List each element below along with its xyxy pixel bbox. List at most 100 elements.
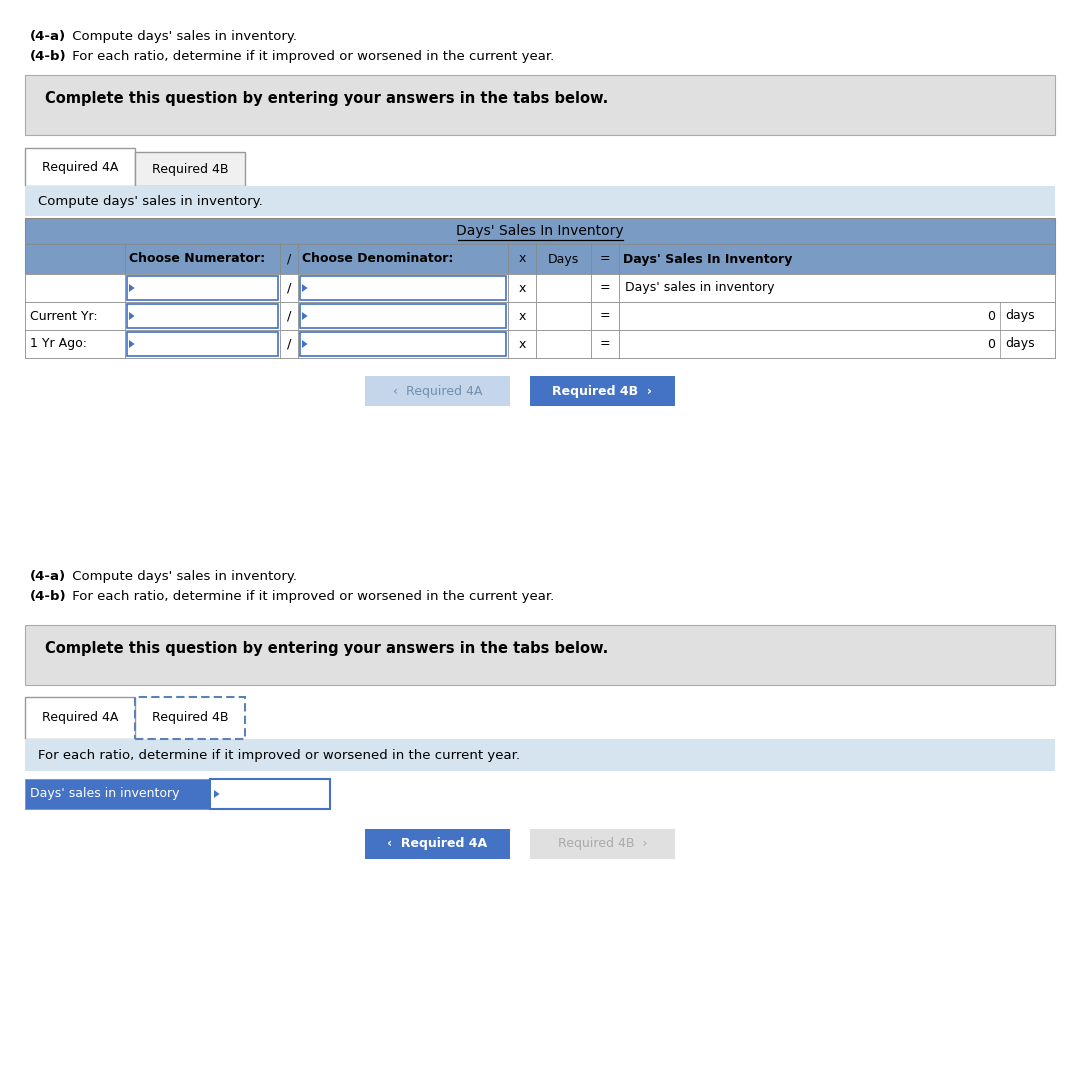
Text: Days' sales in inventory: Days' sales in inventory	[30, 787, 179, 801]
Text: days: days	[1005, 309, 1035, 322]
Bar	[25, 625, 1055, 685]
Bar	[25, 186, 1055, 216]
Bar	[536, 273, 591, 302]
Bar	[280, 330, 298, 358]
Bar	[125, 330, 280, 358]
Bar	[135, 152, 245, 186]
Bar	[135, 697, 245, 739]
Polygon shape	[129, 341, 135, 348]
Bar	[25, 218, 1055, 244]
Bar	[25, 779, 210, 809]
Text: ‹  Required 4A: ‹ Required 4A	[393, 385, 482, 398]
Bar	[280, 273, 298, 302]
Bar	[619, 273, 1055, 302]
Bar	[25, 330, 125, 358]
Text: Required 4B  ›: Required 4B ›	[553, 385, 652, 398]
Polygon shape	[302, 284, 308, 292]
Polygon shape	[129, 312, 135, 320]
Text: /: /	[287, 337, 292, 350]
Text: ‹  Required 4A: ‹ Required 4A	[388, 838, 487, 851]
Text: For each ratio, determine if it improved or worsened in the current year.: For each ratio, determine if it improved…	[68, 590, 554, 603]
Bar	[508, 330, 536, 358]
Bar	[25, 273, 125, 302]
Bar	[125, 273, 280, 302]
Bar	[127, 304, 278, 328]
Bar	[25, 302, 125, 330]
Bar	[365, 829, 510, 859]
Bar	[619, 330, 1055, 358]
Text: =: =	[599, 337, 610, 350]
Bar	[25, 244, 1055, 273]
Text: Days' Sales In Inventory: Days' Sales In Inventory	[623, 253, 793, 266]
Text: Choose Denominator:: Choose Denominator:	[302, 253, 454, 266]
Bar	[508, 302, 536, 330]
Text: (4-b): (4-b)	[30, 590, 67, 603]
Text: Complete this question by entering your answers in the tabs below.: Complete this question by entering your …	[45, 91, 608, 106]
Text: Compute days' sales in inventory.: Compute days' sales in inventory.	[68, 30, 297, 43]
Text: Days' sales in inventory: Days' sales in inventory	[625, 281, 774, 294]
Bar	[280, 302, 298, 330]
Text: 0: 0	[987, 337, 995, 350]
Text: Compute days' sales in inventory.: Compute days' sales in inventory.	[38, 195, 262, 208]
Text: 1 Yr Ago:: 1 Yr Ago:	[30, 337, 87, 350]
Text: x: x	[518, 337, 526, 350]
Bar	[25, 75, 1055, 135]
Bar	[300, 276, 507, 301]
Bar	[365, 376, 510, 406]
Text: Required 4A: Required 4A	[42, 711, 118, 724]
Text: /: /	[287, 253, 292, 266]
Text: Required 4A: Required 4A	[42, 160, 118, 173]
Text: Compute days' sales in inventory.: Compute days' sales in inventory.	[68, 570, 297, 583]
Bar	[280, 244, 298, 273]
Text: /: /	[287, 309, 292, 322]
Text: Required 4B  ›: Required 4B ›	[557, 838, 647, 851]
Bar	[619, 302, 1055, 330]
Text: Required 4B: Required 4B	[152, 162, 228, 175]
Text: =: =	[599, 309, 610, 322]
Polygon shape	[302, 312, 308, 320]
Bar	[25, 302, 1055, 330]
Bar	[298, 302, 508, 330]
Bar	[536, 302, 591, 330]
Bar	[508, 273, 536, 302]
Bar	[300, 332, 507, 356]
Polygon shape	[214, 790, 219, 798]
Bar	[210, 779, 330, 809]
Text: =: =	[599, 253, 610, 266]
Bar	[25, 330, 1055, 358]
Bar	[25, 244, 125, 273]
Text: days: days	[1005, 337, 1035, 350]
Text: x: x	[518, 253, 526, 266]
Bar	[25, 739, 1055, 771]
Bar	[591, 244, 619, 273]
Text: (4-b): (4-b)	[30, 50, 67, 63]
Bar	[125, 302, 280, 330]
Bar	[591, 330, 619, 358]
Bar	[536, 244, 591, 273]
Bar	[530, 376, 675, 406]
Text: (4-a): (4-a)	[30, 570, 66, 583]
Bar	[591, 302, 619, 330]
Bar	[508, 244, 536, 273]
Text: Current Yr:: Current Yr:	[30, 309, 97, 322]
Bar	[298, 273, 508, 302]
Text: Required 4B: Required 4B	[152, 711, 228, 724]
Bar	[298, 244, 508, 273]
Bar	[25, 697, 135, 739]
Bar	[298, 330, 508, 358]
Text: Days' Sales In Inventory: Days' Sales In Inventory	[456, 224, 624, 238]
Text: 0: 0	[987, 309, 995, 322]
Bar	[25, 273, 1055, 302]
Bar	[619, 244, 1055, 273]
Bar	[125, 244, 280, 273]
Text: x: x	[518, 281, 526, 294]
Text: x: x	[518, 309, 526, 322]
Text: For each ratio, determine if it improved or worsened in the current year.: For each ratio, determine if it improved…	[38, 748, 519, 761]
Text: For each ratio, determine if it improved or worsened in the current year.: For each ratio, determine if it improved…	[68, 50, 554, 63]
Bar	[25, 148, 135, 186]
Bar	[530, 829, 675, 859]
Polygon shape	[129, 284, 135, 292]
Bar	[300, 304, 507, 328]
Text: Days: Days	[548, 253, 579, 266]
Bar	[536, 330, 591, 358]
